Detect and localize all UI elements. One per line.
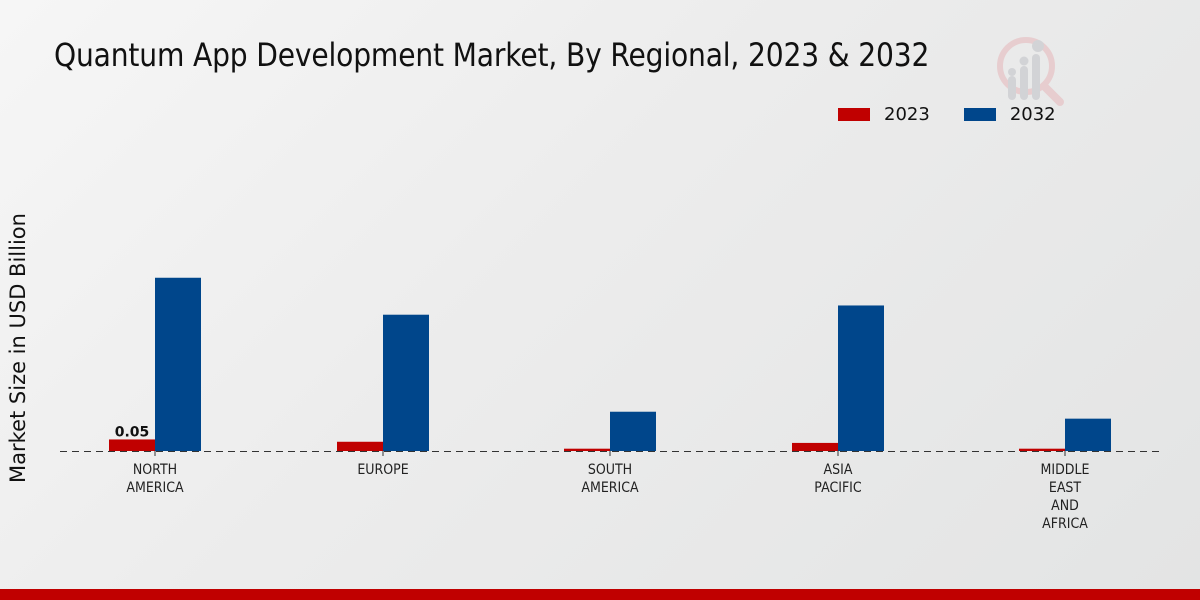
chart-title: Quantum App Development Market, By Regio…: [54, 36, 930, 74]
bar-2023-middle-east-and-africa: [1019, 448, 1065, 451]
bar-2032-middle-east-and-africa: [1065, 418, 1111, 451]
legend-label-2032: 2032: [1009, 104, 1056, 125]
brand-logo-icon: [997, 37, 1064, 106]
legend: 2023 2032: [838, 104, 1090, 125]
bar-2023-south-america: [564, 448, 610, 451]
legend-item-2023: 2023: [838, 104, 930, 125]
x-tick-label-south-america: SOUTH AMERICA: [581, 462, 638, 496]
bars-layer: [109, 277, 1111, 451]
x-tick-label-asia-pacific: ASIA PACIFIC: [814, 462, 861, 496]
bar-2023-north-america: [109, 439, 155, 451]
x-tick-label-middle-east-and-africa: MIDDLE EAST AND AFRICA: [1041, 462, 1090, 532]
bar-2023-europe: [337, 441, 383, 451]
bar-2032-south-america: [610, 411, 656, 451]
x-tick-label-europe: EUROPE: [357, 462, 408, 478]
legend-swatch-2023: [838, 108, 870, 121]
legend-label-2023: 2023: [884, 104, 930, 125]
bar-2023-asia-pacific: [792, 442, 838, 451]
data-label-2023-0: 0.05: [115, 424, 150, 440]
x-ticks-layer: [154, 451, 1066, 456]
legend-swatch-2032: [963, 108, 996, 121]
bar-2032-europe: [383, 314, 429, 451]
footer-bar: [0, 589, 1200, 600]
x-labels-layer: NORTH AMERICA EUROPE SOUTH AMERICA ASIA PACIFI…: [115, 424, 1090, 532]
bar-2032-north-america: [155, 277, 201, 451]
x-tick-label-north-america: NORTH AMERICA: [126, 462, 183, 496]
legend-item-2032: 2032: [963, 104, 1056, 125]
bar-2032-asia-pacific: [838, 305, 884, 451]
